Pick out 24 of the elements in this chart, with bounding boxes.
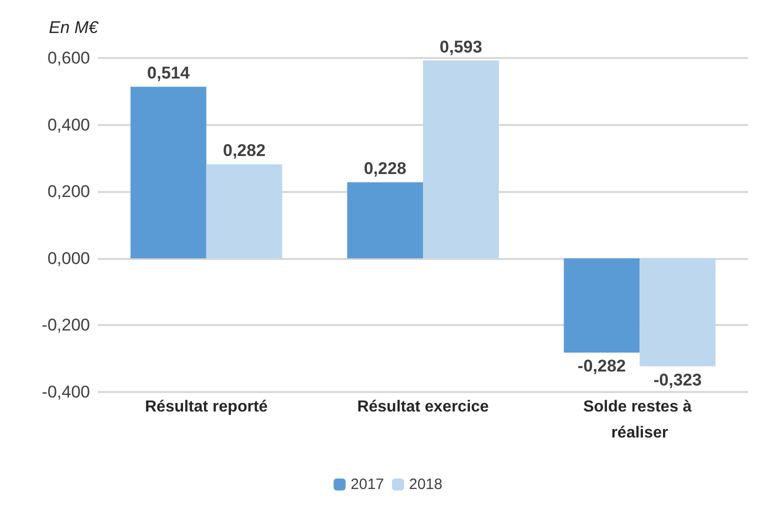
data-label: 0,514 xyxy=(147,64,190,83)
y-tick-label: -0,200 xyxy=(42,316,90,335)
data-label: 0,228 xyxy=(364,159,406,178)
bar xyxy=(347,182,423,258)
x-tick-label: Solde restes à réaliser xyxy=(583,398,696,442)
bar xyxy=(564,258,640,353)
y-tick-label: 0,600 xyxy=(47,48,90,68)
data-label: 0,593 xyxy=(440,37,482,56)
legend-label: 2018 xyxy=(409,476,442,493)
y-tick-label: -0,400 xyxy=(42,382,90,402)
bar xyxy=(206,164,282,258)
x-tick-label: Résultat exercice xyxy=(357,398,489,416)
bar xyxy=(423,60,499,258)
y-tick-label: 0,200 xyxy=(47,182,90,202)
data-label: 0,282 xyxy=(222,141,266,160)
y-tick-label: 0,400 xyxy=(47,115,90,134)
data-label: -0,323 xyxy=(653,370,702,390)
y-axis-title: En M€ xyxy=(48,18,100,37)
data-label: -0,282 xyxy=(578,356,626,376)
bar xyxy=(130,86,206,258)
x-tick-label: Résultat reporté xyxy=(144,398,268,416)
bar xyxy=(640,258,716,366)
y-tick-label: 0,000 xyxy=(47,248,90,268)
legend-label: 2017 xyxy=(350,476,384,493)
